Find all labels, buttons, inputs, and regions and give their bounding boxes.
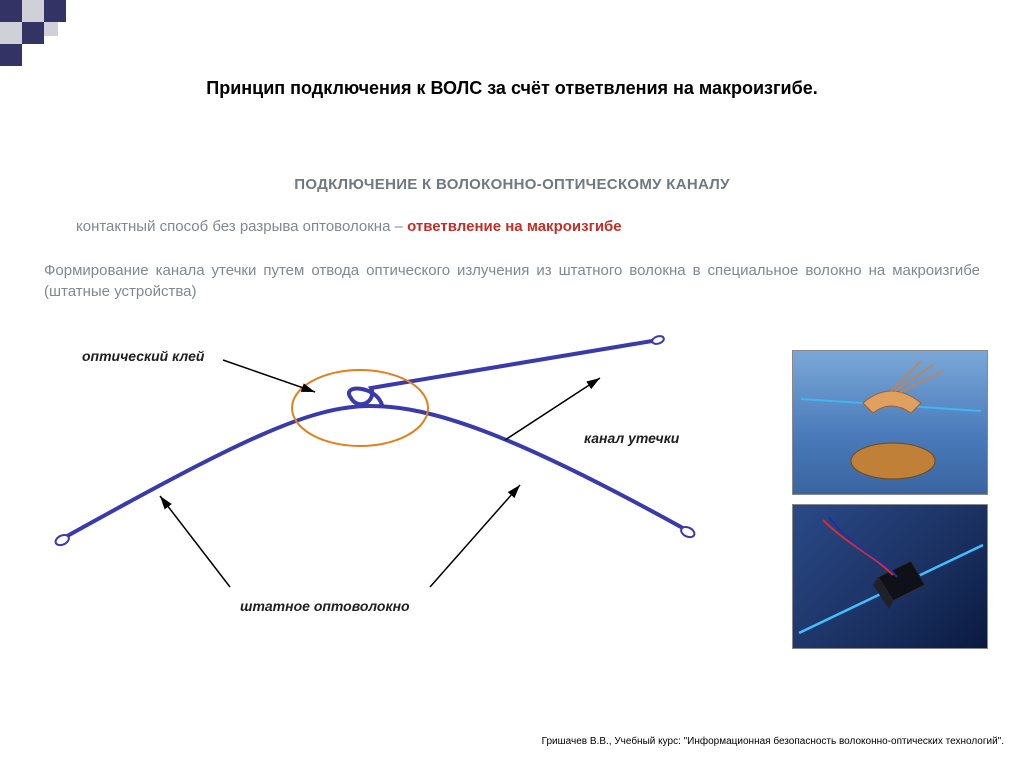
footer-citation: Гришачев В.В., Учебный курс: "Информацио…: [0, 736, 1004, 747]
subtitle-red: ответвление на макроизгибе: [407, 218, 622, 235]
photo1-svg: [793, 351, 989, 496]
subtitle-gray: контактный способ без разрыва оптоволокн…: [76, 218, 407, 235]
corner-decoration: [0, 0, 90, 70]
label-standard-fiber: штатное оптоволокно: [240, 598, 410, 614]
fiber-diagram: оптический клей канал утечки штатное опт…: [30, 330, 750, 670]
diagram-svg: [30, 330, 750, 670]
label-leak-channel: канал утечки: [584, 430, 679, 446]
photo-tap-device-top: [792, 350, 988, 495]
photo2-svg: [793, 505, 989, 650]
label-optical-glue: оптический клей: [82, 348, 204, 364]
section-title: ПОДКЛЮЧЕНИЕ К ВОЛОКОННО-ОПТИЧЕСКОМУ КАНА…: [0, 176, 1024, 193]
photo-tap-device-bottom: [792, 504, 988, 649]
description-text: Формирование канала утечки путем отвода …: [44, 260, 980, 302]
subtitle: контактный способ без разрыва оптоволокн…: [76, 218, 622, 235]
page-title: Принцип подключения к ВОЛС за счёт ответ…: [0, 78, 1024, 99]
